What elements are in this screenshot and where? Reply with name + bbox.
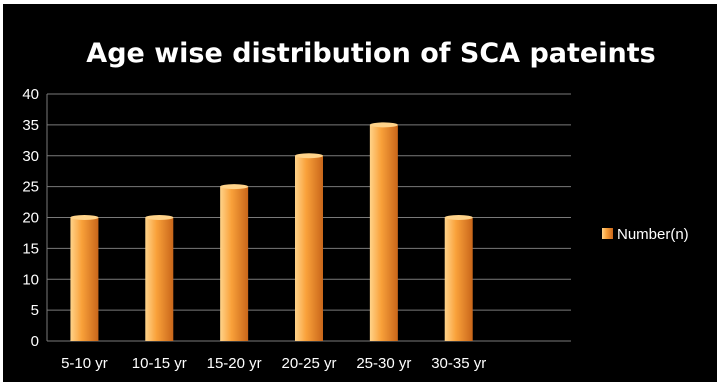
- bar-cap: [369, 122, 398, 128]
- y-tick-label: 0: [31, 333, 39, 350]
- bar-cap: [70, 215, 99, 220]
- x-tick-label: 10-15 yr: [132, 355, 187, 372]
- bar: [220, 186, 249, 341]
- y-tick-label: 10: [22, 271, 39, 288]
- bar: [145, 217, 174, 341]
- bar-cap: [444, 215, 473, 220]
- chart-frame: Age wise distribution of SCA pateints 0 5…: [3, 4, 717, 382]
- y-tick-label: 40: [22, 86, 39, 103]
- x-tick-label: 15-20 yr: [207, 355, 262, 372]
- y-tick-label: 30: [22, 148, 39, 165]
- bar-cap: [220, 184, 249, 190]
- y-tick-label: 5: [31, 302, 39, 319]
- y-tick-label: 25: [22, 179, 39, 196]
- bar-cap: [295, 153, 323, 159]
- chart-title: Age wise distribution of SCA pateints: [86, 38, 655, 69]
- bar-cap: [145, 215, 174, 220]
- y-tick-label: 15: [22, 240, 39, 257]
- legend-swatch: [602, 228, 613, 239]
- bar: [444, 217, 473, 341]
- x-tick-label: 20-25 yr: [281, 355, 336, 372]
- bar-layer: [70, 122, 473, 341]
- x-tick-label: 25-30 yr: [356, 355, 411, 372]
- x-tick-label: 30-35 yr: [431, 355, 486, 372]
- bar: [369, 124, 398, 341]
- legend: Number(n): [602, 226, 689, 243]
- bar: [70, 217, 99, 341]
- chart-svg: Age wise distribution of SCA pateints 0 5…: [22, 38, 689, 372]
- y-tick-label: 35: [22, 117, 39, 134]
- y-tick-label: 20: [22, 210, 39, 227]
- bar: [295, 155, 323, 341]
- legend-label: Number(n): [617, 226, 689, 243]
- x-tick-label: 5-10 yr: [61, 355, 108, 372]
